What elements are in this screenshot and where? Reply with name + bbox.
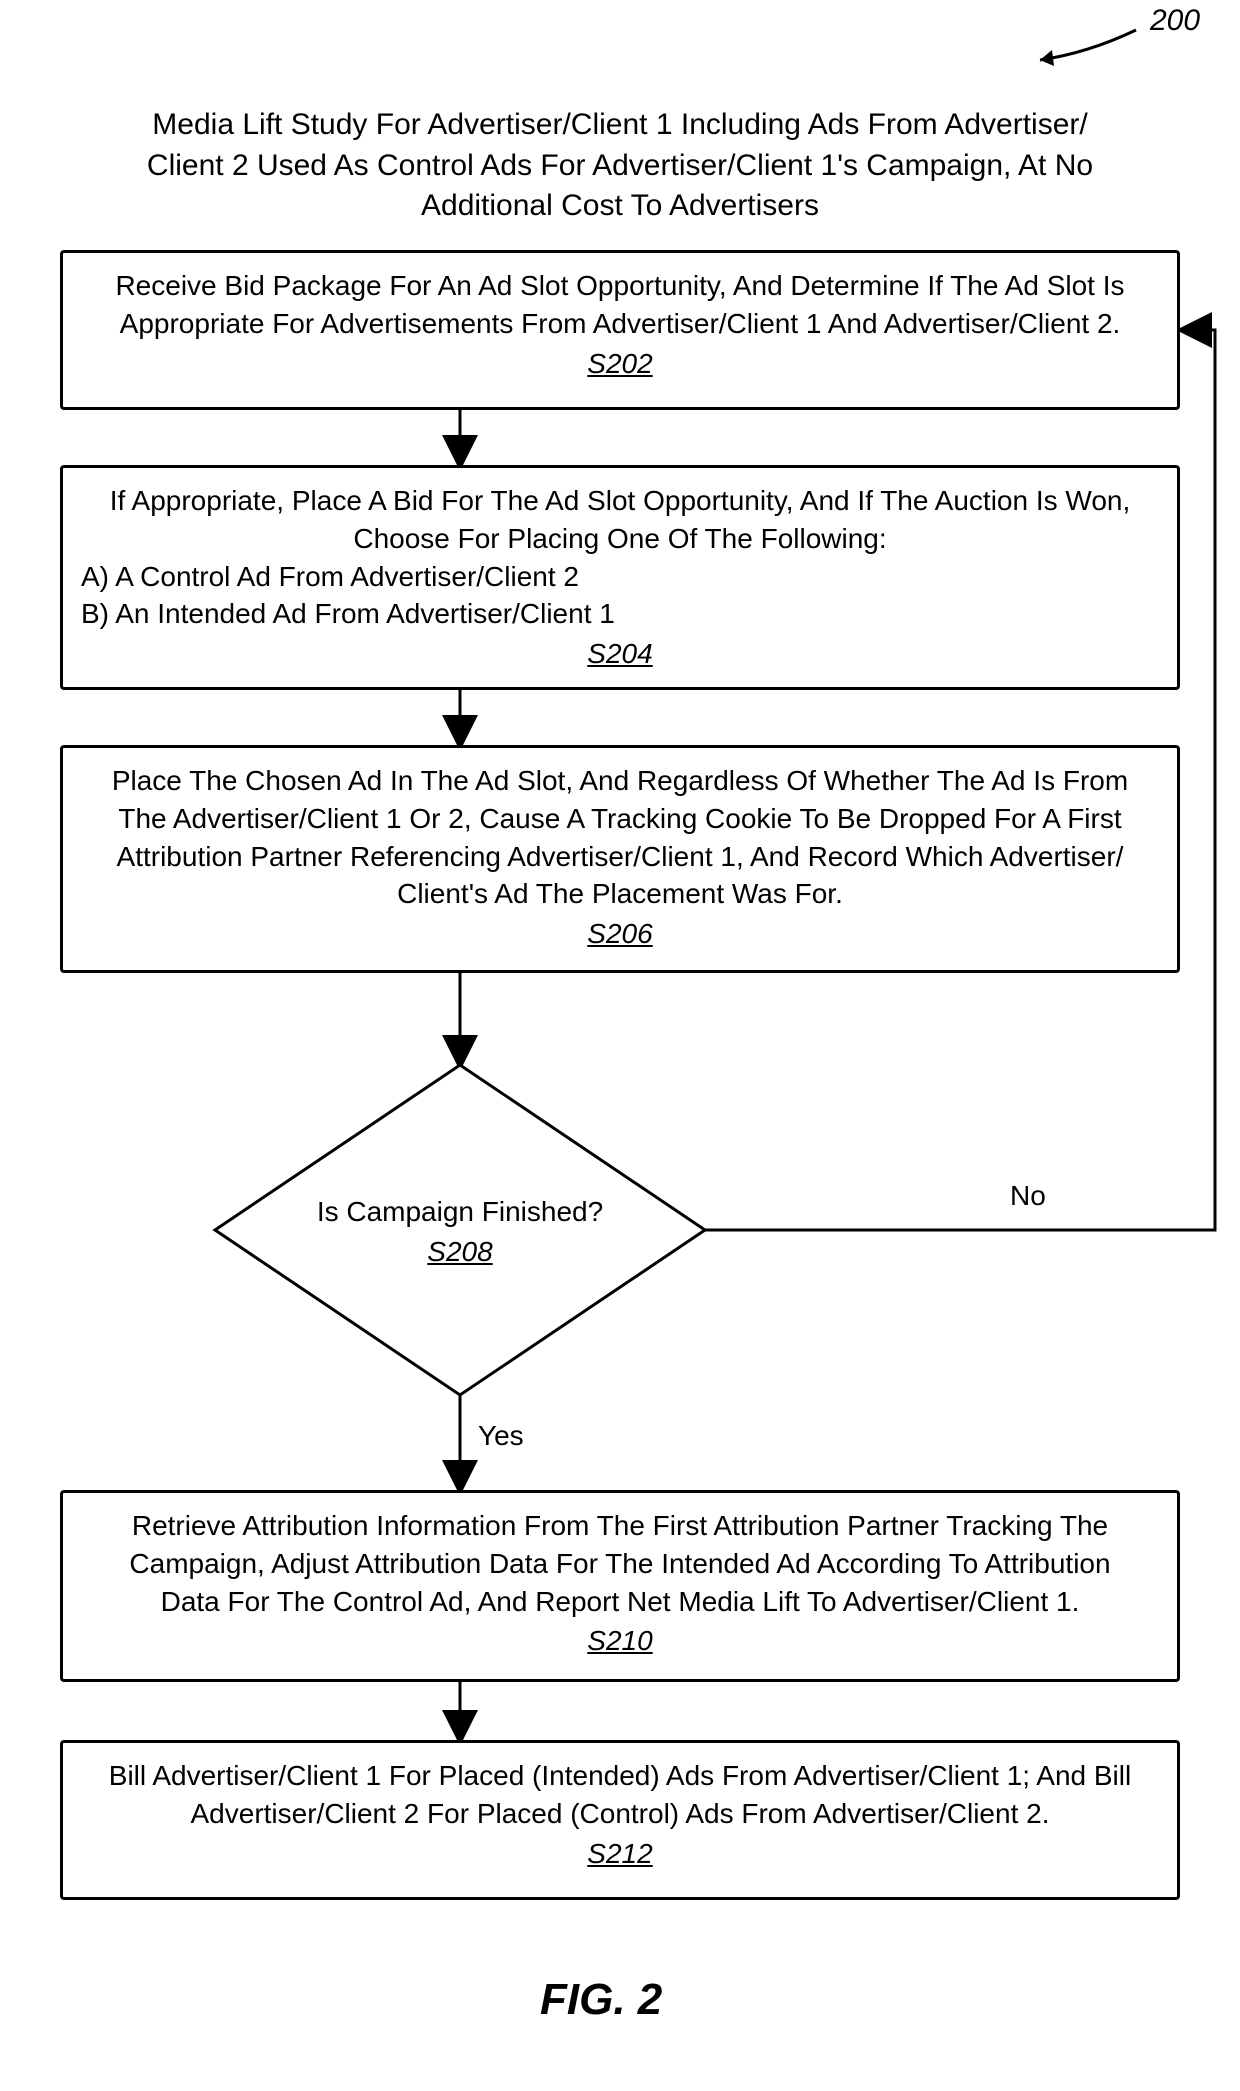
- s210-line-1: Retrieve Attribution Information From Th…: [132, 1510, 1108, 1541]
- s210-id: S210: [81, 1622, 1159, 1660]
- branch-label-yes: Yes: [478, 1420, 524, 1452]
- s212-line-2: Advertiser/Client 2 For Placed (Control)…: [191, 1798, 1050, 1829]
- s206-line-4: Client's Ad The Placement Was For.: [397, 878, 843, 909]
- s206-line-3: Attribution Partner Referencing Advertis…: [117, 841, 1124, 872]
- s204-line-b: B) An Intended Ad From Advertiser/Client…: [81, 598, 615, 629]
- s204-line-a: A) A Control Ad From Advertiser/Client 2: [81, 561, 579, 592]
- step-s212: Bill Advertiser/Client 1 For Placed (Int…: [60, 1740, 1180, 1900]
- figure-caption: FIG. 2: [540, 1975, 662, 2025]
- s202-line-1: Receive Bid Package For An Ad Slot Oppor…: [115, 270, 1124, 301]
- s212-id: S212: [81, 1835, 1159, 1873]
- flowchart-canvas: 200 Media Lift Study For Advertiser/Clie…: [0, 0, 1240, 2091]
- step-s210: Retrieve Attribution Information From Th…: [60, 1490, 1180, 1682]
- s208-id: S208: [290, 1233, 630, 1271]
- s206-line-1: Place The Chosen Ad In The Ad Slot, And …: [112, 765, 1128, 796]
- s206-id: S206: [81, 915, 1159, 953]
- s202-line-2: Appropriate For Advertisements From Adve…: [120, 308, 1121, 339]
- s202-id: S202: [81, 345, 1159, 383]
- s206-line-2: The Advertiser/Client 1 Or 2, Cause A Tr…: [118, 803, 1121, 834]
- step-s202: Receive Bid Package For An Ad Slot Oppor…: [60, 250, 1180, 410]
- step-s204: If Appropriate, Place A Bid For The Ad S…: [60, 465, 1180, 690]
- branch-label-no: No: [1010, 1180, 1046, 1212]
- s204-line-c2: Choose For Placing One Of The Following:: [353, 523, 886, 554]
- step-s206: Place The Chosen Ad In The Ad Slot, And …: [60, 745, 1180, 973]
- s204-id: S204: [81, 635, 1159, 673]
- s212-line-1: Bill Advertiser/Client 1 For Placed (Int…: [109, 1760, 1131, 1791]
- s204-line-c1: If Appropriate, Place A Bid For The Ad S…: [110, 485, 1131, 516]
- step-s208: Is Campaign Finished? S208: [290, 1193, 630, 1271]
- s208-question: Is Campaign Finished?: [317, 1196, 603, 1227]
- s210-line-2: Campaign, Adjust Attribution Data For Th…: [129, 1548, 1110, 1579]
- s210-line-3: Data For The Control Ad, And Report Net …: [161, 1586, 1080, 1617]
